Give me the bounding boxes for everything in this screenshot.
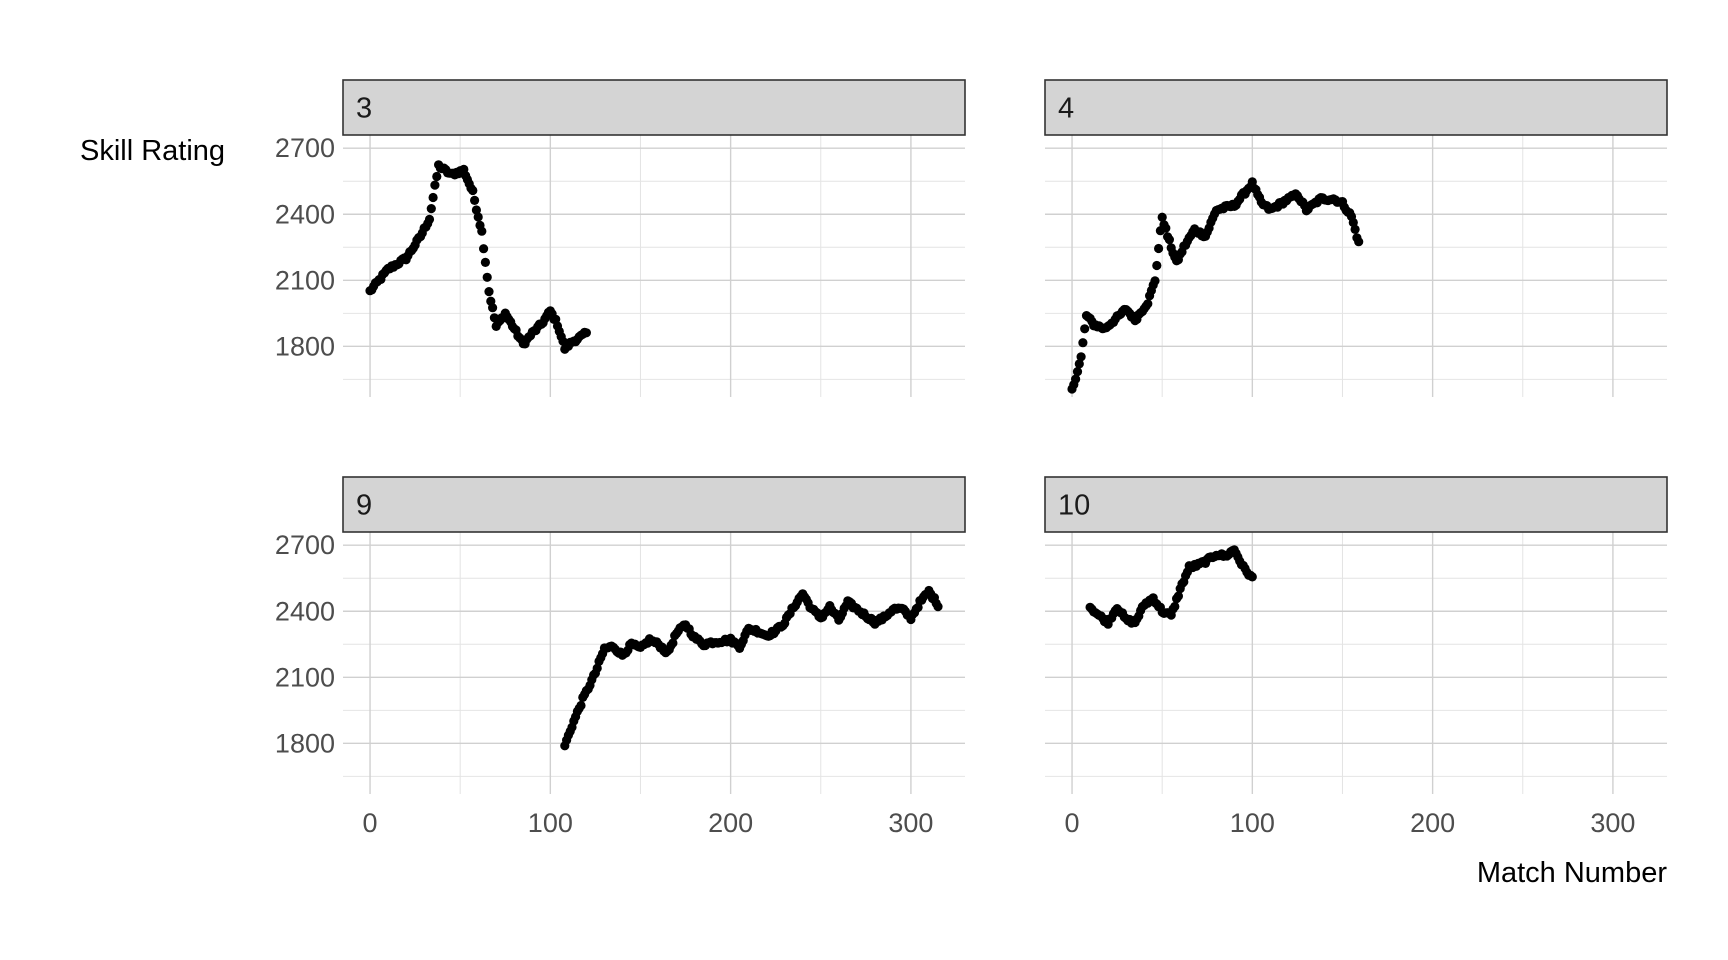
data-point (576, 700, 586, 711)
y-tick-label: 2100 (275, 662, 335, 692)
x-tick-label: 300 (888, 808, 933, 838)
y-tick-label: 2400 (275, 596, 335, 626)
facet-strip (342, 476, 966, 533)
facet-strip-label: 10 (1058, 490, 1090, 522)
data-point (1074, 359, 1084, 369)
x-tick-label: 100 (528, 808, 573, 838)
x-tick-label: 200 (708, 808, 753, 838)
data-point (1078, 338, 1088, 348)
data-point (1152, 260, 1162, 271)
facet-strip-label: 3 (356, 93, 372, 125)
data-point (1072, 367, 1083, 377)
data-point (581, 328, 592, 338)
y-axis-title: Skill Rating (80, 135, 225, 167)
x-tick-label: 0 (363, 808, 378, 838)
y-tick-label: 1800 (275, 331, 335, 361)
data-point (1150, 276, 1160, 286)
data-point (1071, 374, 1081, 384)
facet-strip (1044, 79, 1668, 136)
data-point (933, 602, 943, 612)
data-point (428, 192, 438, 203)
data-point (470, 195, 480, 205)
data-point (1247, 572, 1257, 582)
data-point (1354, 237, 1364, 247)
data-point (1076, 352, 1086, 362)
y-tick-label: 2700 (275, 530, 335, 560)
data-point (479, 244, 489, 254)
data-point (1170, 601, 1180, 612)
data-point (1154, 243, 1164, 254)
data-point (468, 185, 478, 196)
data-point (1350, 224, 1360, 234)
facet-strip (1044, 476, 1668, 533)
x-tick-label: 300 (1590, 808, 1635, 838)
panel-4: 4 (1044, 79, 1668, 397)
y-tick-label: 2100 (275, 265, 335, 295)
data-point (471, 205, 481, 215)
data-point (1080, 324, 1090, 334)
data-point (482, 272, 492, 282)
y-tick-label: 2400 (275, 199, 335, 229)
data-point (1173, 591, 1183, 601)
data-point (488, 303, 498, 313)
data-point (1164, 235, 1174, 245)
data-point (424, 214, 435, 224)
x-axis-title: Match Number (1477, 857, 1668, 889)
facet-strip-label: 4 (1058, 93, 1074, 125)
y-tick-label: 2700 (275, 133, 335, 163)
panel-3: 3 1800 2100 2400 2700 (275, 79, 966, 397)
facet-strip (342, 79, 966, 136)
panel-9: 9 1800 2100 2400 2700 0 100 200 300 (275, 476, 966, 838)
data-point (426, 204, 436, 214)
y-tick-label: 1800 (275, 728, 335, 758)
data-point (477, 226, 487, 236)
data-point (480, 257, 490, 267)
data-point (432, 171, 442, 182)
data-point (484, 287, 494, 297)
data-point (1143, 299, 1153, 309)
data-point (1348, 217, 1358, 228)
data-point (668, 638, 678, 648)
data-point (1157, 212, 1167, 222)
data-point (430, 180, 440, 190)
facet-strip-label: 9 (356, 490, 372, 522)
panel-10: 100 100 200 300 (1044, 476, 1668, 838)
data-point (1161, 223, 1171, 233)
x-tick-label: 100 (1230, 808, 1275, 838)
x-tick-label: 200 (1410, 808, 1455, 838)
x-tick-label: 0 (1065, 808, 1080, 838)
data-point (473, 212, 483, 222)
